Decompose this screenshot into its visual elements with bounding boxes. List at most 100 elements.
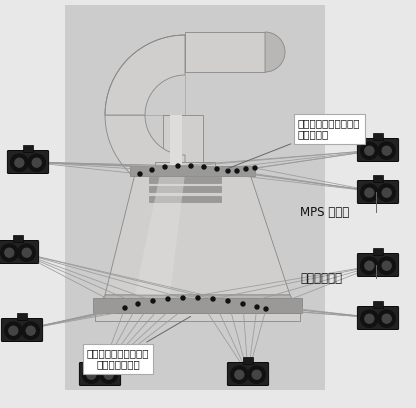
- FancyBboxPatch shape: [95, 357, 105, 364]
- Polygon shape: [135, 174, 185, 295]
- Circle shape: [166, 297, 170, 301]
- FancyBboxPatch shape: [79, 362, 121, 386]
- Circle shape: [244, 167, 248, 171]
- Circle shape: [226, 169, 230, 173]
- FancyBboxPatch shape: [1, 319, 42, 341]
- FancyBboxPatch shape: [170, 115, 182, 180]
- Circle shape: [163, 165, 167, 169]
- Circle shape: [11, 154, 28, 171]
- FancyBboxPatch shape: [149, 177, 221, 183]
- Polygon shape: [105, 174, 290, 295]
- Circle shape: [235, 169, 239, 173]
- FancyBboxPatch shape: [373, 301, 383, 308]
- Circle shape: [382, 146, 391, 155]
- Circle shape: [196, 296, 200, 300]
- FancyBboxPatch shape: [373, 175, 383, 182]
- Wedge shape: [105, 35, 185, 115]
- Circle shape: [22, 322, 40, 339]
- Text: MPS 单相机: MPS 单相机: [300, 206, 349, 219]
- Polygon shape: [95, 313, 300, 321]
- Circle shape: [5, 322, 22, 339]
- Circle shape: [361, 257, 378, 274]
- FancyBboxPatch shape: [23, 145, 33, 152]
- FancyBboxPatch shape: [65, 5, 325, 390]
- Circle shape: [136, 302, 140, 306]
- FancyBboxPatch shape: [357, 138, 399, 162]
- FancyBboxPatch shape: [13, 235, 23, 242]
- Circle shape: [230, 366, 248, 384]
- FancyBboxPatch shape: [149, 196, 221, 202]
- FancyBboxPatch shape: [373, 248, 383, 255]
- Circle shape: [9, 326, 18, 335]
- Circle shape: [252, 370, 261, 379]
- Circle shape: [202, 165, 206, 169]
- Circle shape: [382, 314, 391, 323]
- Circle shape: [83, 366, 100, 384]
- FancyBboxPatch shape: [357, 306, 399, 330]
- Circle shape: [248, 366, 265, 384]
- Circle shape: [22, 248, 31, 257]
- Circle shape: [382, 261, 391, 270]
- Circle shape: [100, 366, 117, 384]
- Circle shape: [138, 172, 142, 176]
- Circle shape: [1, 244, 18, 262]
- Circle shape: [235, 370, 244, 379]
- Circle shape: [378, 142, 395, 160]
- Circle shape: [361, 142, 378, 160]
- Circle shape: [151, 299, 155, 303]
- Circle shape: [365, 261, 374, 270]
- Circle shape: [32, 158, 41, 167]
- Circle shape: [26, 326, 35, 335]
- Circle shape: [18, 244, 35, 262]
- Circle shape: [87, 370, 96, 379]
- Polygon shape: [105, 115, 185, 195]
- Circle shape: [104, 370, 113, 379]
- FancyBboxPatch shape: [357, 180, 399, 204]
- Circle shape: [176, 164, 180, 168]
- FancyBboxPatch shape: [373, 133, 383, 140]
- Circle shape: [255, 305, 259, 309]
- Circle shape: [378, 257, 395, 274]
- Circle shape: [365, 146, 374, 155]
- Circle shape: [211, 297, 215, 301]
- Circle shape: [5, 248, 14, 257]
- Circle shape: [365, 314, 374, 323]
- Circle shape: [264, 307, 268, 311]
- Circle shape: [361, 184, 378, 202]
- FancyBboxPatch shape: [149, 186, 221, 192]
- Wedge shape: [145, 75, 185, 115]
- FancyBboxPatch shape: [0, 240, 39, 264]
- Circle shape: [365, 188, 374, 197]
- Circle shape: [253, 166, 257, 170]
- Text: 发动机喷管端圆上布设
的摄影测量标志: 发动机喷管端圆上布设 的摄影测量标志: [87, 316, 191, 370]
- FancyBboxPatch shape: [17, 313, 27, 320]
- Circle shape: [378, 310, 395, 327]
- Circle shape: [226, 299, 230, 303]
- Circle shape: [241, 302, 245, 306]
- FancyBboxPatch shape: [149, 168, 221, 174]
- FancyBboxPatch shape: [130, 166, 255, 176]
- Circle shape: [123, 306, 127, 310]
- Circle shape: [382, 188, 391, 197]
- Circle shape: [378, 184, 395, 202]
- Wedge shape: [265, 32, 285, 72]
- FancyBboxPatch shape: [228, 362, 269, 386]
- FancyBboxPatch shape: [7, 151, 49, 173]
- Circle shape: [28, 154, 45, 171]
- FancyBboxPatch shape: [163, 115, 203, 180]
- FancyBboxPatch shape: [155, 162, 215, 202]
- FancyBboxPatch shape: [185, 32, 265, 72]
- Circle shape: [15, 158, 24, 167]
- Text: 圆柱部分段上布设的摄
影测量标志: 圆柱部分段上布设的摄 影测量标志: [227, 118, 361, 169]
- Polygon shape: [95, 295, 300, 313]
- FancyBboxPatch shape: [357, 253, 399, 277]
- Polygon shape: [139, 202, 231, 214]
- Circle shape: [189, 164, 193, 168]
- Circle shape: [361, 310, 378, 327]
- Text: 摄影测量标志: 摄影测量标志: [300, 271, 342, 284]
- Circle shape: [150, 168, 154, 172]
- Circle shape: [215, 167, 219, 171]
- FancyBboxPatch shape: [93, 298, 302, 313]
- Circle shape: [181, 296, 185, 300]
- FancyBboxPatch shape: [243, 357, 253, 364]
